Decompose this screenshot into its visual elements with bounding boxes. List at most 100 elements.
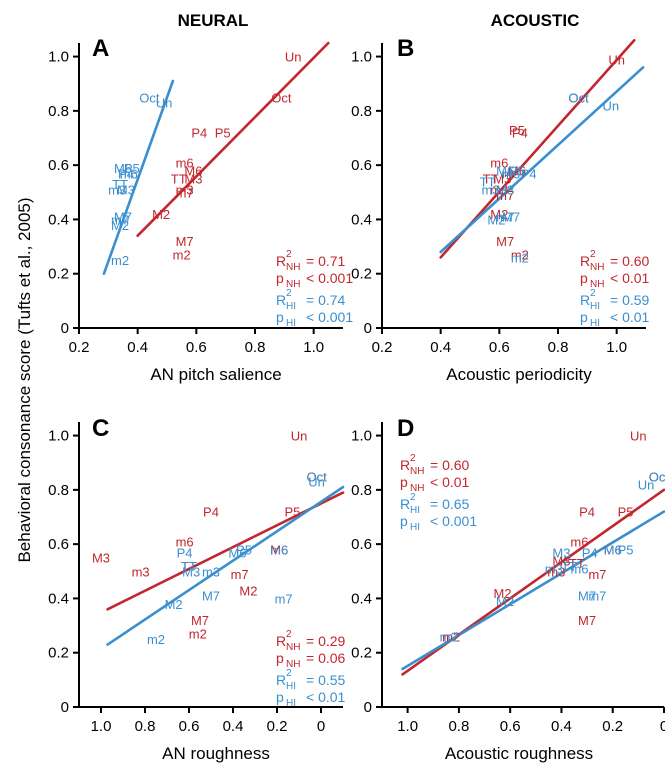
data-point-hi-m2: m2 [147, 632, 165, 647]
x-tick-label: 0 [660, 718, 665, 735]
data-point-hi-m6: M6 [228, 545, 246, 560]
data-point-nh-m7: M7 [176, 234, 194, 249]
x-axis-label: Acoustic roughness [445, 744, 593, 763]
y-tick-label: 0.4 [351, 211, 372, 228]
data-point-nh-oct: Oct [306, 469, 327, 484]
data-point-hi-p4: P4 [118, 166, 134, 181]
stats-block: R 2NH = 0.60p NH < 0.01R 2HI = 0.65p HI < 0.001 [400, 453, 477, 533]
stat-symbol: R [580, 253, 590, 269]
stat-subscript: HI [590, 318, 600, 329]
x-tick-label: 0.6 [179, 718, 200, 735]
y-tick-label: 1.0 [48, 49, 69, 66]
data-point-nh-m6: m6 [176, 534, 194, 549]
data-point-nh-tt: TT [569, 556, 585, 571]
data-point-nh-m6: m6 [570, 534, 588, 549]
stat-subscript: NH [286, 642, 300, 653]
data-point-hi-m7: m7 [588, 589, 606, 604]
stat-value: = 0.59 [610, 292, 650, 308]
x-tick-label: 0.2 [372, 339, 393, 356]
stat-symbol: p [276, 689, 284, 705]
x-tick-label: 1.0 [397, 718, 418, 735]
data-point-nh-m2: M2 [490, 207, 508, 222]
data-point-nh-m3: m3 [176, 183, 194, 198]
stat-value: = 0.55 [306, 672, 346, 688]
stat-subscript: HI [286, 698, 296, 709]
stat-symbol: p [276, 270, 284, 286]
stat-symbol: R [276, 672, 286, 688]
stat-superscript: 2 [286, 668, 292, 679]
column-title-acoustic: ACOUSTIC [491, 11, 580, 30]
data-point-hi-p4: P4 [177, 545, 193, 560]
data-point-hi-m7: m7 [496, 210, 514, 225]
stat-subscript: HI [286, 681, 296, 692]
stats-block: R 2NH = 0.29p NH = 0.06R 2HI = 0.55p HI < 0.01 [276, 629, 346, 709]
data-point-hi-m3: m3 [202, 564, 220, 579]
data-point-hi-tt: TT [112, 177, 128, 192]
x-axis-label: AN pitch salience [150, 365, 281, 384]
stat-symbol: R [580, 292, 590, 308]
x-tick-label: 0.4 [430, 339, 451, 356]
y-tick-label: 0.8 [351, 482, 372, 499]
data-point-nh-oct: Oct [649, 469, 665, 484]
stat-value: = 0.65 [430, 496, 470, 512]
data-point-hi-m3: m3 [545, 562, 563, 577]
data-point-nh-m6: M6 [184, 164, 202, 179]
stat-subscript: NH [410, 483, 424, 494]
data-point-hi-m2: M2 [111, 218, 129, 233]
data-point-hi-m7: M7 [114, 210, 132, 225]
x-tick-label: 0.4 [551, 718, 572, 735]
data-point-hi-m7: M7 [502, 210, 520, 225]
x-tick-label: 0.4 [127, 339, 148, 356]
data-point-nh-m3: m3 [132, 564, 150, 579]
data-point-nh-m2: m2 [442, 629, 460, 644]
x-tick-label: 0.8 [548, 339, 569, 356]
fit-line-hi [401, 510, 665, 671]
stat-symbol: p [276, 650, 284, 666]
y-tick-label: 0 [364, 699, 372, 716]
panel-a: 00.20.40.60.81.00.2 0.4 0.6 0.8 1.0AN pitch … [48, 35, 353, 384]
x-axis-label: AN roughness [162, 744, 270, 763]
data-point-nh-p4: P4 [203, 505, 219, 520]
data-point-nh-tt: TT [171, 172, 187, 187]
data-point-hi-m2: M2 [496, 594, 514, 609]
stat-subscript: NH [590, 262, 604, 273]
data-point-nh-m2: m2 [189, 627, 207, 642]
y-tick-label: 1.0 [351, 49, 372, 66]
y-tick-label: 0.2 [48, 266, 69, 283]
y-tick-label: 0.4 [351, 590, 372, 607]
data-point-nh-m3: m3 [490, 183, 508, 198]
stat-subscript: NH [286, 279, 300, 290]
data-point-nh-p5: P5 [215, 126, 231, 141]
y-tick-label: 0.6 [48, 536, 69, 553]
x-tick-label: 0.6 [186, 339, 207, 356]
y-tick-label: 0.4 [48, 211, 69, 228]
data-point-nh-un: Un [285, 50, 302, 65]
data-point-nh-p5: P5 [509, 123, 525, 138]
data-point-hi-m3: M3 [182, 564, 200, 579]
stat-subscript: NH [590, 279, 604, 290]
fit-line-hi [439, 66, 645, 254]
y-tick-label: 0.2 [351, 266, 372, 283]
stat-superscript: 2 [590, 249, 596, 260]
stat-subscript: HI [286, 318, 296, 329]
data-point-nh-m3: M3 [493, 172, 511, 187]
data-point-nh-tt: TT [483, 172, 499, 187]
fit-line-hi [102, 79, 175, 276]
stat-subscript: HI [286, 301, 296, 312]
data-point-hi-oct: Oct [139, 90, 160, 105]
data-point-hi-m2: M2 [165, 597, 183, 612]
data-point-nh-m6: M6 [508, 164, 526, 179]
data-point-nh-p5: P5 [618, 505, 634, 520]
stat-symbol: p [400, 474, 408, 490]
data-point-hi-un: Un [308, 475, 325, 490]
data-point-nh-un: Un [291, 429, 308, 444]
y-tick-label: 0.8 [48, 103, 69, 120]
data-point-nh-m3: M3 [184, 172, 202, 187]
x-tick-label: 0.4 [223, 718, 244, 735]
stat-value: = 0.29 [306, 633, 346, 649]
stat-value: < 0.01 [610, 309, 650, 325]
fit-line-nh [136, 41, 330, 238]
stat-symbol: p [276, 309, 284, 325]
data-point-hi-un: Un [638, 477, 655, 492]
